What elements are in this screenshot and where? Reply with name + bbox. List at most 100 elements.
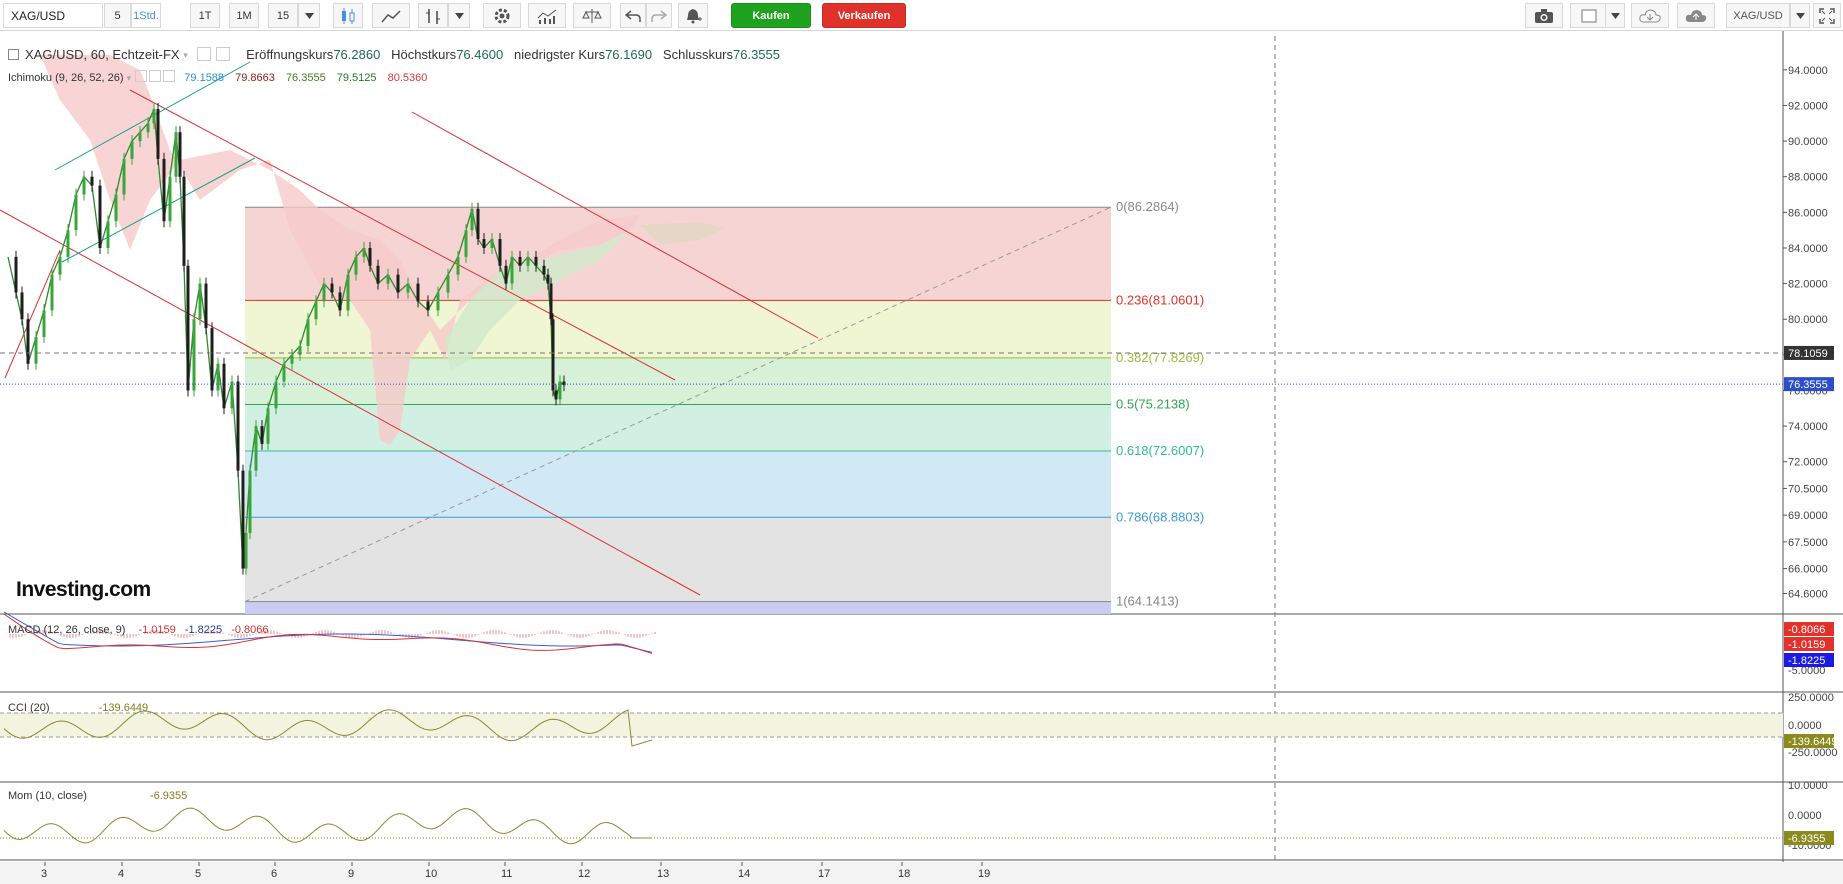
interval-1d-button[interactable]: 1T: [190, 3, 220, 28]
chart-type-dropdown[interactable]: [448, 3, 470, 28]
layout-icon: [1581, 9, 1597, 22]
candle-body: [546, 274, 550, 284]
y-tick-label: 69.0000: [1788, 510, 1828, 522]
open-label: Eröffnungskurs: [246, 47, 334, 62]
legend-title: XAG/USD, 60, Echtzeit-FX: [25, 47, 180, 62]
candle-body: [82, 176, 86, 195]
price-chart[interactable]: 0(86.2864) 0.236(81.0601) 0.382(77.8269) 0.…: [0, 31, 1843, 884]
y-tick-label: 88.0000: [1788, 172, 1828, 184]
momentum-badge-label: -6.9355: [1788, 833, 1825, 845]
layout-dropdown[interactable]: [1605, 3, 1625, 28]
interval-15-button[interactable]: 15: [268, 3, 298, 28]
macd-value-2: -1.8225: [184, 624, 223, 636]
ichimoku-cloud-green: [445, 230, 630, 370]
fib-level-label: 1(64.1413): [1116, 594, 1179, 609]
candle-body: [490, 239, 494, 248]
compare-button[interactable]: [573, 3, 611, 28]
candle-body: [330, 283, 334, 293]
candle-body: [416, 283, 420, 302]
mom-legend: Mom (10, close) -6.9355: [8, 790, 187, 802]
top-toolbar: XAG/USD 5 1Std. 1T 1M 15 Kaufen Verkaufe…: [0, 0, 1843, 31]
line-chart-button[interactable]: [372, 3, 410, 28]
y-tick-label: 74.0000: [1788, 421, 1828, 433]
candle-body: [386, 274, 390, 284]
interval-1m-button[interactable]: 1M: [229, 3, 259, 28]
cci-y-tick: -250.0000: [1788, 747, 1838, 759]
gear-icon[interactable]: [149, 70, 162, 82]
x-tick-label: 4: [118, 868, 124, 880]
visibility-icon[interactable]: [135, 70, 148, 82]
x-tick-label: 6: [271, 868, 277, 880]
momentum-y-tick: 0.0000: [1788, 810, 1822, 822]
y-tick-label: 84.0000: [1788, 243, 1828, 255]
save-layout-button[interactable]: [1677, 3, 1715, 28]
channel-lower: [61, 157, 256, 263]
candle-body: [436, 292, 440, 311]
candle-body: [114, 194, 118, 222]
symbol-selector[interactable]: XAG/USD: [1726, 3, 1790, 28]
candle-body: [42, 310, 46, 338]
alert-button[interactable]: [678, 3, 708, 28]
macd-value-3: -0.8066: [231, 624, 269, 636]
interval-1h-button[interactable]: 1Std.: [131, 3, 161, 28]
settings-button[interactable]: [483, 3, 521, 28]
redo-button[interactable]: [646, 3, 672, 28]
interval-5-button[interactable]: 5: [104, 3, 131, 28]
indicators-button[interactable]: [528, 3, 566, 28]
screenshot-button[interactable]: [1525, 3, 1563, 28]
last-price-badge: [1784, 377, 1834, 392]
ichimoku-title: Ichimoku (9, 26, 52, 26): [8, 72, 124, 84]
momentum-y-tick: 10.0000: [1788, 780, 1828, 792]
close-label: Schlusskurs: [662, 47, 733, 62]
candle-body: [178, 132, 182, 177]
candle-body: [198, 283, 202, 320]
ichimoku-legend: Ichimoku (9, 26, 52, 26) ▾ 79.1588 79.86…: [8, 70, 427, 84]
candles-button[interactable]: [333, 3, 363, 28]
investing-logo: Investing.com: [16, 578, 151, 601]
undo-button[interactable]: [620, 3, 646, 28]
fib-level-label: 0(86.2864): [1116, 199, 1179, 214]
x-tick-label: 11: [501, 868, 512, 880]
close-icon[interactable]: [163, 70, 176, 82]
visibility-icon[interactable]: [196, 47, 211, 61]
symbol-input[interactable]: XAG/USD: [3, 3, 103, 28]
candle-body: [354, 256, 358, 275]
mom-value: -6.9355: [149, 790, 188, 802]
x-tick-label: 12: [578, 868, 590, 880]
candles-icon: [342, 7, 355, 24]
y-tick-label: 92.0000: [1788, 100, 1828, 112]
chevron-down-icon: [454, 12, 464, 19]
fib-level-label: 0.382(77.8269): [1116, 350, 1204, 365]
sell-button[interactable]: Verkaufen: [822, 3, 906, 28]
interval-dropdown[interactable]: [298, 3, 320, 28]
load-layout-button[interactable]: [1631, 3, 1669, 28]
buy-button[interactable]: Kaufen: [731, 3, 811, 28]
candle-body: [426, 301, 430, 311]
candle-body: [282, 363, 286, 382]
fullscreen-button[interactable]: [1813, 3, 1841, 28]
collapse-legend-icon[interactable]: [8, 49, 19, 60]
time-axis-background: [0, 862, 1843, 884]
gear-icon[interactable]: [216, 47, 231, 61]
cci-value: -139.6449: [98, 702, 149, 714]
candle-body: [168, 176, 172, 222]
momentum-line: [3, 807, 652, 845]
candle-body: [498, 239, 502, 266]
bar-chart-button[interactable]: [418, 3, 448, 28]
candle-body: [204, 283, 208, 329]
symbol-dropdown[interactable]: [1790, 3, 1810, 28]
candle-body: [260, 426, 264, 444]
x-tick-label: 14: [738, 868, 750, 880]
layout-button[interactable]: [1570, 3, 1608, 28]
chevron-down-icon[interactable]: ▾: [126, 73, 132, 83]
chevron-down-icon: [304, 12, 314, 19]
candle-body: [504, 265, 508, 284]
y-tick-label: 72.0000: [1788, 457, 1828, 469]
candle-body: [122, 158, 126, 195]
candle-body: [542, 265, 546, 275]
candle-body: [338, 292, 342, 311]
chevron-down-icon[interactable]: ▾: [183, 50, 188, 60]
candle-body: [162, 158, 166, 222]
candle-body: [98, 185, 102, 248]
undo-icon: [625, 9, 641, 22]
